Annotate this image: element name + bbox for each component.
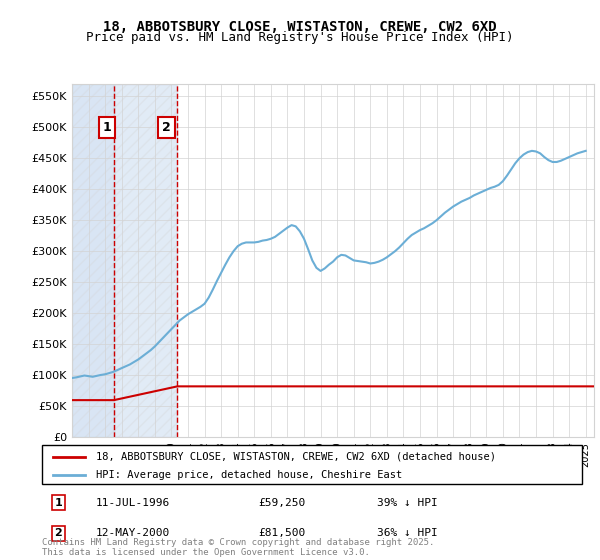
Text: 36% ↓ HPI: 36% ↓ HPI: [377, 529, 437, 538]
Text: £81,500: £81,500: [258, 529, 305, 538]
Text: Price paid vs. HM Land Registry's House Price Index (HPI): Price paid vs. HM Land Registry's House …: [86, 31, 514, 44]
Text: 2: 2: [162, 121, 171, 134]
Text: 2: 2: [55, 529, 62, 538]
Text: 12-MAY-2000: 12-MAY-2000: [96, 529, 170, 538]
Text: 1: 1: [55, 498, 62, 507]
Text: 11-JUL-1996: 11-JUL-1996: [96, 498, 170, 507]
Bar: [72, 84, 114, 437]
Text: 18, ABBOTSBURY CLOSE, WISTASTON, CREWE, CW2 6XD: 18, ABBOTSBURY CLOSE, WISTASTON, CREWE, …: [103, 20, 497, 34]
Text: HPI: Average price, detached house, Cheshire East: HPI: Average price, detached house, Ches…: [96, 470, 402, 479]
Text: 1: 1: [103, 121, 111, 134]
Text: 39% ↓ HPI: 39% ↓ HPI: [377, 498, 437, 507]
Text: Contains HM Land Registry data © Crown copyright and database right 2025.
This d: Contains HM Land Registry data © Crown c…: [42, 538, 434, 557]
Text: £59,250: £59,250: [258, 498, 305, 507]
FancyBboxPatch shape: [42, 445, 582, 484]
Bar: [114, 84, 178, 437]
Text: 18, ABBOTSBURY CLOSE, WISTASTON, CREWE, CW2 6XD (detached house): 18, ABBOTSBURY CLOSE, WISTASTON, CREWE, …: [96, 452, 496, 462]
